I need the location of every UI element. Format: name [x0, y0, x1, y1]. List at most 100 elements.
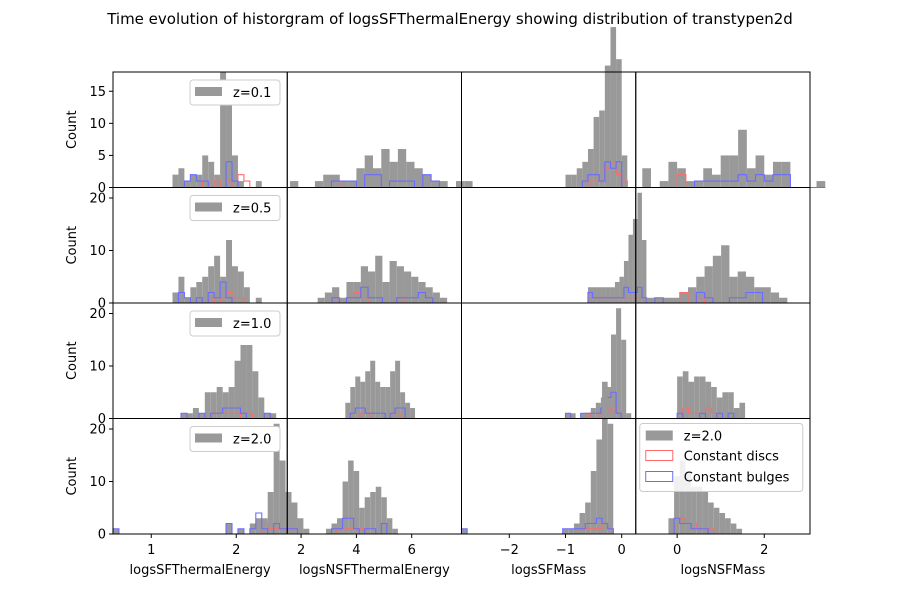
hist-bar — [685, 471, 692, 534]
x-tick-label: 4 — [352, 543, 360, 558]
row-legend-label: z=1.0 — [233, 317, 271, 332]
hist-bar — [611, 334, 617, 419]
hist-bar — [360, 381, 366, 419]
hist-bar — [365, 371, 371, 419]
legend-swatch-bulges — [645, 471, 674, 482]
hist-bar — [614, 282, 620, 303]
x-axis-label: logsSFMass — [511, 563, 586, 578]
hist-bar — [317, 297, 325, 303]
hist-bar — [392, 528, 398, 534]
hist-bar — [703, 168, 712, 188]
hist-bar — [375, 381, 381, 419]
hist-bar — [632, 219, 638, 303]
panel-frame — [461, 187, 637, 304]
hist-bar — [659, 181, 669, 188]
hist-bar — [605, 287, 611, 303]
hist-bar — [738, 129, 747, 188]
hist-bar — [691, 486, 697, 534]
hist-bar — [712, 255, 722, 303]
legend-swatch-all — [645, 430, 673, 441]
hist-bar — [348, 181, 357, 188]
hist-bar — [355, 376, 361, 419]
hist-bar — [220, 72, 227, 188]
hist-bar — [246, 345, 253, 419]
hist-bar — [599, 110, 605, 188]
x-tick-label: −2 — [500, 543, 519, 558]
x-tick-label: 2 — [297, 543, 305, 558]
hist-bar — [601, 287, 606, 303]
hist-bar — [339, 297, 347, 303]
hist-bar — [729, 276, 738, 303]
hist-bar — [273, 423, 280, 534]
hist-bar — [746, 168, 756, 188]
hist-bar — [562, 528, 569, 534]
hist-bar — [623, 261, 629, 303]
row-legend-box — [189, 79, 281, 106]
hist-bar — [285, 492, 292, 534]
hist-bar — [610, 27, 617, 188]
panel-r1-c3 — [635, 187, 811, 304]
hist-bar — [682, 371, 689, 419]
hist-bar — [364, 155, 373, 188]
hist-bar — [324, 292, 333, 303]
y-tick-label: 15 — [89, 85, 106, 100]
hist-bar — [642, 168, 651, 188]
x-axis-label: logsNSFThermalEnergy — [299, 563, 450, 578]
hist-bar — [255, 518, 262, 534]
hist-bar — [380, 387, 386, 419]
hist-bar — [720, 155, 730, 188]
y-tick-label: 20 — [89, 423, 106, 438]
hist-bar — [816, 181, 826, 188]
panel-r2-c3 — [635, 302, 811, 420]
x-tick-label: −1 — [556, 543, 575, 558]
hist-bar — [386, 518, 393, 534]
hist-bar — [677, 376, 683, 419]
hist-bar — [113, 528, 119, 534]
hist-bar — [713, 507, 720, 534]
panel-r3-c3: 0 2 logsNSFMass — [635, 418, 811, 578]
hist-bar — [208, 161, 215, 188]
bulges-step-line — [317, 286, 448, 304]
hist-bar — [671, 297, 680, 303]
hist-bar — [198, 413, 205, 419]
hist-bar — [314, 181, 324, 188]
hist-bar — [604, 65, 611, 188]
hist-bar — [396, 266, 404, 303]
hist-bar — [370, 492, 376, 534]
hist-bar — [184, 297, 191, 303]
hist-bar — [668, 161, 678, 188]
hist-bar — [346, 282, 354, 303]
hist-bar — [582, 161, 588, 188]
row-legend-box — [189, 310, 281, 337]
hist-bar — [364, 497, 371, 534]
row-legend-swatch — [195, 87, 222, 96]
hist-bar — [432, 292, 440, 303]
hist-bar — [595, 402, 601, 419]
panel-r0-c3 — [635, 71, 826, 189]
panel-r1-c1 — [286, 187, 462, 304]
hist-bar — [694, 181, 704, 188]
hist-bar — [400, 392, 406, 419]
row-legend-swatch — [195, 202, 222, 212]
hist-bar — [616, 59, 622, 188]
row-legend-swatch — [195, 318, 222, 327]
y-axis-label: Count — [65, 457, 80, 496]
hist-bar — [646, 297, 655, 303]
hist-bar — [431, 181, 440, 188]
x-tick-label: 0 — [618, 543, 626, 558]
hist-bar — [716, 397, 723, 419]
panel-r1-c0: 0 10 20 Count z=0.5 — [65, 187, 288, 312]
hist-bar — [403, 271, 412, 303]
hist-bar — [172, 292, 179, 303]
hist-bar — [641, 240, 647, 303]
hist-bar — [576, 168, 583, 188]
hist-bar — [728, 392, 734, 419]
y-axis-label: Count — [65, 341, 80, 380]
hist-bar — [372, 168, 382, 188]
row-legend-label: z=0.5 — [233, 202, 271, 217]
hist-bar — [762, 287, 771, 303]
hist-bar — [190, 287, 197, 303]
hist-bar — [414, 168, 423, 188]
hist-bar — [565, 413, 571, 419]
panel-r3-c2: −2 −1 0 logsSFMass — [460, 381, 637, 578]
